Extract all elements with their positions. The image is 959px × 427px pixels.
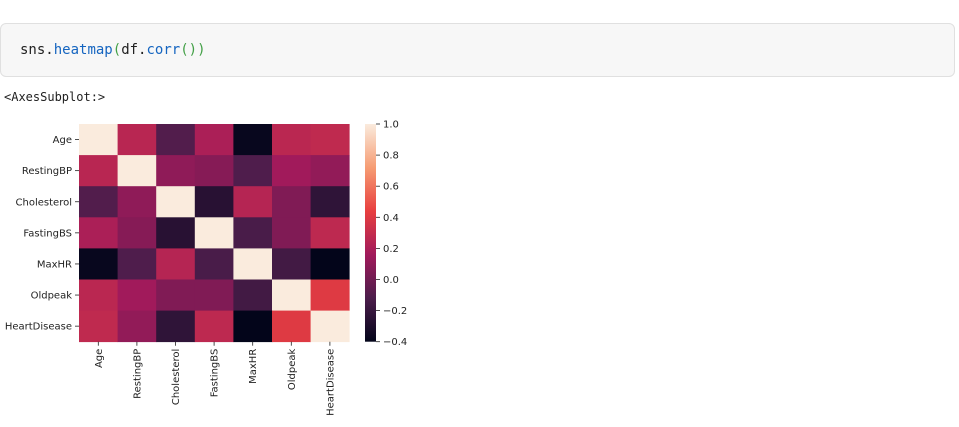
x-tick-label: MaxHR bbox=[248, 349, 259, 384]
heatmap-cell bbox=[233, 248, 273, 280]
heatmap-cell bbox=[194, 248, 234, 280]
colorbar-tick-label: 1.0 bbox=[383, 120, 399, 131]
x-tick-label: HeartDisease bbox=[325, 349, 336, 416]
heatmap-cell bbox=[233, 217, 273, 249]
heatmap-cell bbox=[79, 310, 118, 343]
y-tick-label: FastingBS bbox=[23, 228, 72, 239]
heatmap-cell bbox=[272, 186, 311, 218]
heatmap-cell bbox=[310, 279, 350, 311]
heatmap-cell bbox=[310, 186, 350, 218]
heatmap-cell bbox=[117, 310, 157, 343]
heatmap-cell bbox=[194, 155, 234, 187]
x-tick-label: Age bbox=[94, 349, 105, 368]
colorbar-tick-label: 0.4 bbox=[383, 213, 399, 224]
heatmap-cell bbox=[194, 310, 234, 343]
heatmap-cell bbox=[79, 248, 118, 280]
code-token-open-paren: ( bbox=[112, 42, 122, 58]
heatmap-cell bbox=[156, 186, 196, 218]
x-tick-label: Cholesterol bbox=[171, 349, 182, 405]
heatmap-cell bbox=[117, 186, 157, 218]
y-tick-label: Oldpeak bbox=[31, 291, 73, 302]
colorbar-tick-label: −0.4 bbox=[383, 337, 407, 348]
y-tick-label: Cholesterol bbox=[16, 197, 72, 208]
code-token-heatmap: heatmap bbox=[53, 42, 113, 58]
colorbar-tick-label: 0.8 bbox=[383, 151, 399, 162]
heatmap-cell bbox=[79, 155, 118, 187]
code-token-dot: . bbox=[138, 42, 147, 58]
heatmap-cell bbox=[272, 124, 311, 156]
heatmap-cell bbox=[233, 310, 273, 343]
heatmap-cell bbox=[310, 248, 350, 280]
heatmap-cell bbox=[79, 124, 118, 156]
heatmap-cell bbox=[272, 217, 311, 249]
heatmap-cell bbox=[310, 217, 350, 249]
heatmap-cell bbox=[156, 248, 196, 280]
heatmap-cell bbox=[233, 186, 273, 218]
colorbar-tick-label: 0.2 bbox=[383, 244, 399, 255]
x-tick-label: RestingBP bbox=[132, 349, 143, 399]
heatmap-cell bbox=[233, 279, 273, 311]
y-tick-label: Age bbox=[53, 135, 72, 146]
heatmap-cell bbox=[117, 124, 157, 156]
heatmap-cell bbox=[156, 155, 196, 187]
heatmap-cell bbox=[79, 186, 118, 218]
code-token-dot: . bbox=[45, 42, 54, 58]
cell-output-text: <AxesSubplot:> bbox=[4, 90, 106, 104]
heatmap-cell bbox=[310, 124, 350, 156]
heatmap-cell bbox=[272, 279, 311, 311]
heatmap-cell bbox=[310, 155, 350, 187]
y-tick-label: MaxHR bbox=[37, 259, 72, 270]
heatmap-cell bbox=[79, 217, 118, 249]
heatmap-cell bbox=[194, 186, 234, 218]
heatmap-cell bbox=[117, 248, 157, 280]
heatmap-cell bbox=[233, 124, 273, 156]
code-token-sns: sns bbox=[20, 42, 46, 58]
heatmap-cell bbox=[79, 279, 118, 311]
code-token-close-paren: ) bbox=[197, 42, 206, 58]
code-token-corr: corr bbox=[146, 42, 181, 58]
heatmap-cell bbox=[272, 248, 311, 280]
correlation-heatmap: Age RestingBP Cholesterol FastingBS MaxHR Old… bbox=[5, 120, 407, 416]
x-tick-label: FastingBS bbox=[210, 349, 221, 398]
code-cell[interactable]: sns.heatmap(df.corr()) bbox=[0, 23, 955, 77]
colorbar-tick-label: 0.0 bbox=[383, 275, 399, 286]
colorbar-tick-label: −0.2 bbox=[383, 306, 407, 317]
heatmap-cell bbox=[117, 155, 157, 187]
colorbar bbox=[365, 124, 376, 342]
heatmap-cell bbox=[194, 217, 234, 249]
heatmap-cell bbox=[272, 155, 311, 187]
y-tick-label: HeartDisease bbox=[5, 322, 72, 333]
x-tick-label: Oldpeak bbox=[287, 348, 298, 390]
code-token-close-paren: ) bbox=[188, 42, 198, 58]
y-tick-label: RestingBP bbox=[22, 166, 72, 177]
code-line[interactable]: sns.heatmap(df.corr()) bbox=[20, 40, 206, 60]
heatmap-cell bbox=[117, 217, 157, 249]
heatmap-cell bbox=[272, 310, 311, 343]
heatmap-cell bbox=[156, 124, 196, 156]
colorbar-tick-label: 0.6 bbox=[383, 182, 399, 193]
heatmap-cell bbox=[156, 310, 196, 343]
heatmap-cell bbox=[194, 279, 234, 311]
code-token-df: df bbox=[121, 42, 139, 58]
heatmap-cell bbox=[156, 279, 196, 311]
code-token-open-paren: ( bbox=[180, 42, 189, 58]
heatmap-cell bbox=[156, 217, 196, 249]
heatmap-cell bbox=[194, 124, 234, 156]
heatmap-cell bbox=[117, 279, 157, 311]
heatmap-cell bbox=[310, 310, 350, 343]
heatmap-cell bbox=[233, 155, 273, 187]
